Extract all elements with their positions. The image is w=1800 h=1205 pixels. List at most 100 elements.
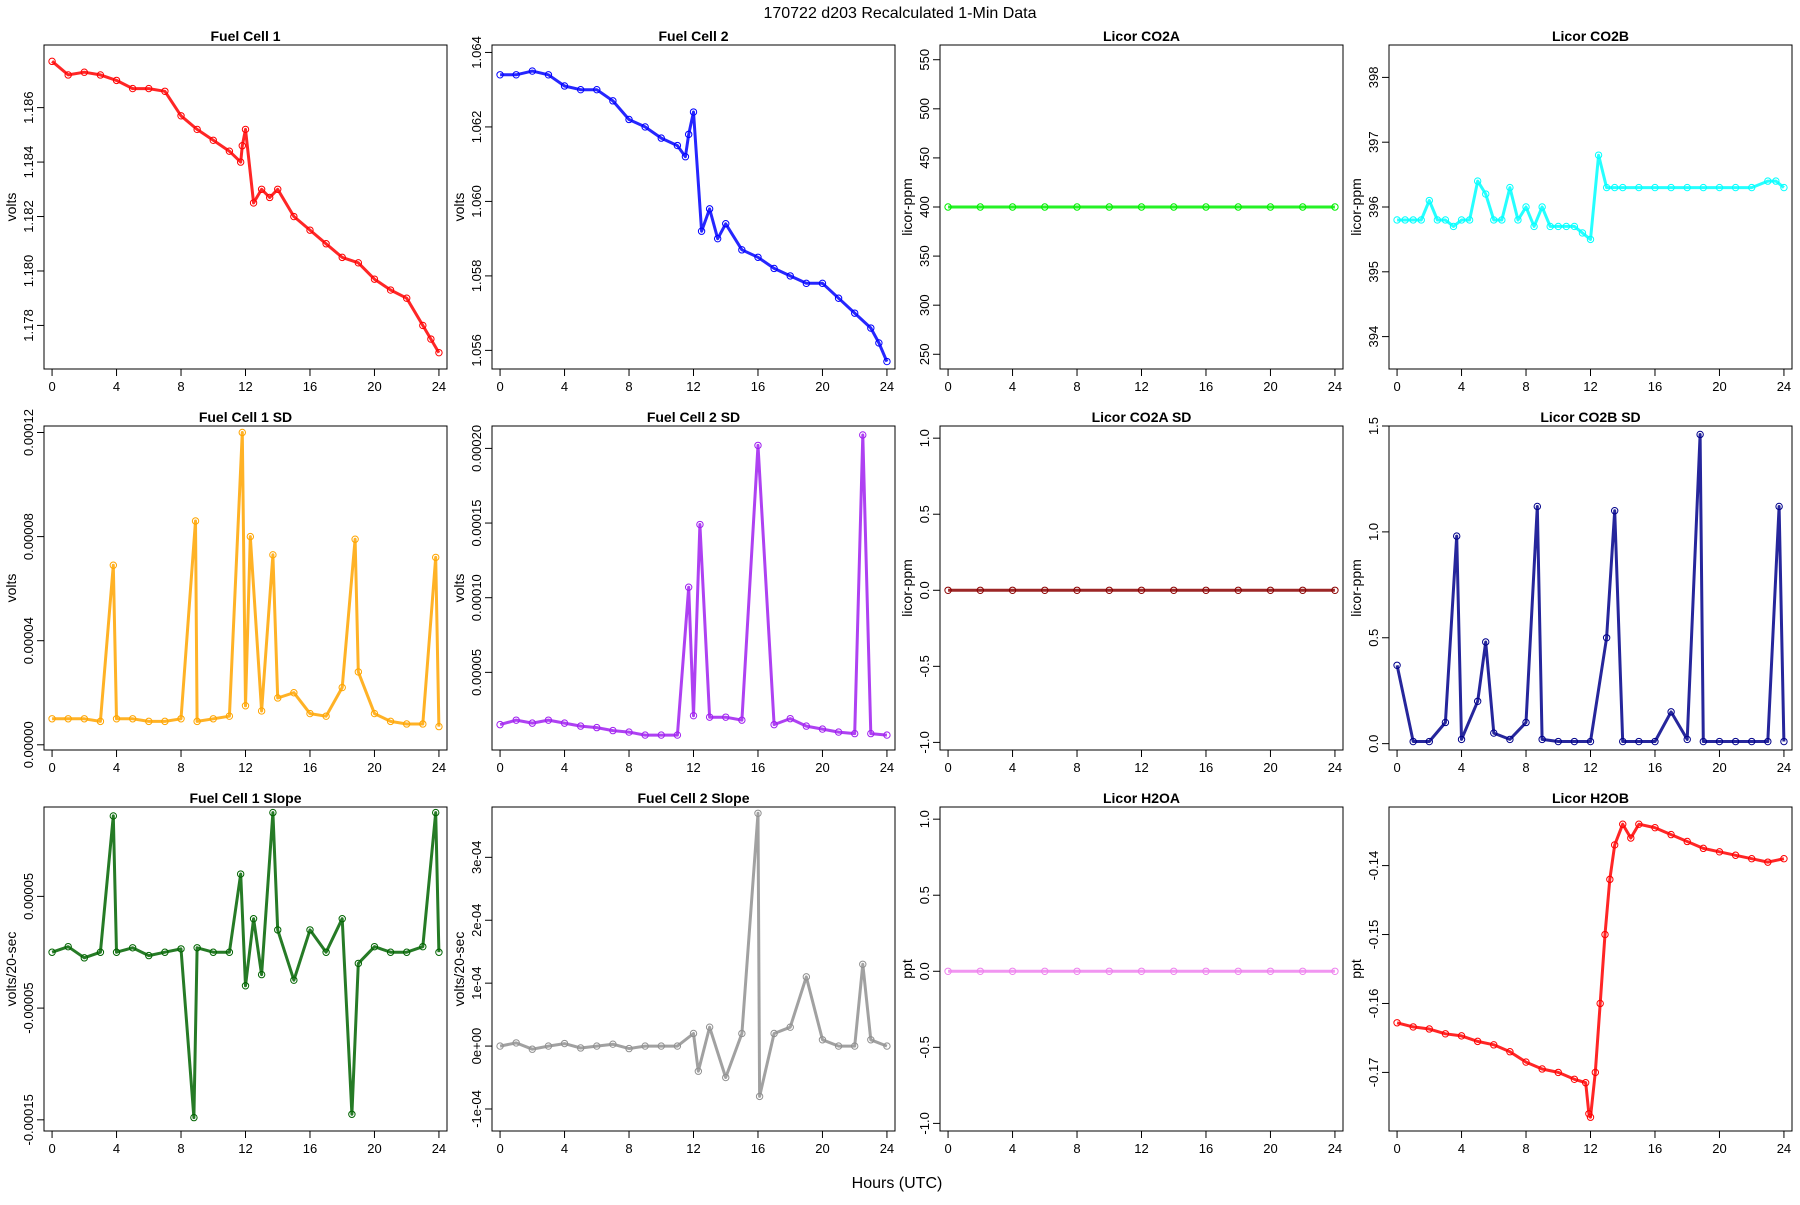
y-axis-label: ppt	[1348, 959, 1364, 979]
x-axis-label: Hours (UTC)	[852, 1175, 943, 1192]
x-tick-label: 24	[880, 760, 894, 775]
y-tick-label: -1.0	[917, 731, 932, 753]
series-line	[499, 433, 888, 737]
data-point	[875, 339, 883, 347]
y-axis-label: licor-ppm	[1348, 178, 1364, 236]
data-point	[1619, 183, 1627, 192]
data-point	[1449, 222, 1458, 231]
x-tick-label: 8	[1073, 379, 1080, 394]
y-tick-label: 0.00005	[21, 873, 36, 920]
panel-licor-h2oa: Licor H2OA 0 4 8 12 16 20 24 -1.0 -0.5 0.0 0.5 1.0 pp…	[899, 790, 1344, 1156]
data-point	[1585, 1110, 1593, 1118]
data-point	[265, 193, 274, 202]
data-point	[225, 147, 234, 155]
x-tick-label: 4	[1009, 760, 1016, 775]
x-tick-label: 0	[496, 379, 503, 394]
data-point	[1417, 216, 1425, 224]
data-point	[338, 253, 346, 262]
data-point	[1554, 1068, 1562, 1077]
x-tick-label: 20	[815, 760, 829, 775]
data-point	[673, 1042, 682, 1050]
data-point	[1772, 177, 1780, 185]
data-point	[1635, 183, 1643, 192]
data-point	[209, 715, 217, 723]
data-point	[306, 226, 314, 234]
x-tick-label: 0	[496, 760, 503, 775]
y-tick-label: -0.5	[917, 1036, 932, 1058]
data-point	[1073, 203, 1081, 211]
data-point	[641, 1042, 649, 1050]
x-tick-label: 24	[880, 379, 894, 394]
data-point	[802, 279, 811, 288]
data-point	[1266, 967, 1275, 975]
panel-title: Licor H2OA	[1103, 790, 1180, 806]
data-point	[193, 717, 201, 726]
data-point	[1780, 737, 1788, 746]
data-point	[257, 970, 266, 979]
data-point	[1651, 737, 1659, 746]
x-tick-label: 16	[751, 760, 765, 775]
panel-title: Fuel Cell 2 SD	[647, 409, 740, 425]
x-tick-label: 20	[815, 1141, 829, 1156]
data-point	[128, 715, 137, 723]
y-tick-label: 0.5	[917, 505, 932, 523]
data-point	[64, 715, 72, 723]
x-tick-label: 24	[1328, 760, 1342, 775]
x-tick-label: 8	[1522, 760, 1529, 775]
y-tick-label: 1.180	[21, 255, 36, 288]
y-axis-label: volts	[3, 574, 19, 603]
x-tick-label: 12	[1583, 760, 1597, 775]
data-point	[1522, 718, 1530, 727]
data-point	[1105, 967, 1113, 975]
x-tick-label: 12	[686, 760, 700, 775]
data-point	[161, 948, 169, 956]
data-point	[976, 586, 984, 594]
data-point	[257, 707, 266, 715]
data-point	[1715, 848, 1724, 856]
data-point	[322, 948, 330, 956]
y-tick-label: 1e-04	[469, 967, 484, 1000]
data-point	[1393, 661, 1401, 669]
data-point	[249, 915, 258, 923]
data-point	[576, 1044, 585, 1052]
x-tick-label: 8	[177, 1141, 184, 1156]
data-point	[351, 535, 359, 543]
data-point	[1538, 203, 1546, 211]
data-point	[1482, 190, 1490, 198]
data-point	[1465, 216, 1474, 224]
data-point	[1764, 858, 1772, 866]
y-axis-label: licor-ppm	[899, 178, 915, 236]
data-point	[128, 84, 137, 93]
data-point	[1425, 196, 1434, 205]
data-point	[770, 264, 778, 273]
panel-title: Licor CO2A	[1103, 28, 1180, 44]
data-point	[1591, 1068, 1600, 1077]
data-point	[1299, 586, 1307, 594]
y-tick-label: 2e-04	[469, 904, 484, 937]
data-point	[496, 1042, 504, 1050]
data-point	[944, 586, 952, 594]
x-tick-label: 24	[1777, 379, 1791, 394]
x-tick-label: 4	[113, 1141, 120, 1156]
y-tick-label: -0.5	[917, 655, 932, 677]
data-point	[1715, 183, 1724, 192]
x-tick-label: 12	[238, 760, 252, 775]
data-point	[370, 709, 379, 718]
data-point	[209, 948, 217, 956]
data-point	[1667, 183, 1675, 192]
data-point	[818, 1036, 827, 1044]
data-point	[1299, 203, 1307, 211]
data-point	[944, 203, 952, 211]
data-point	[236, 870, 245, 878]
data-point	[1473, 177, 1482, 185]
y-tick-label: 550	[917, 49, 932, 71]
data-point	[851, 729, 859, 738]
data-point	[1473, 1037, 1482, 1046]
x-tick-label: 8	[625, 760, 632, 775]
data-point	[754, 441, 762, 450]
data-point	[249, 199, 258, 207]
x-tick-label: 0	[496, 1141, 503, 1156]
x-tick-label: 16	[1648, 760, 1662, 775]
data-point	[673, 731, 682, 739]
y-tick-label: 1.058	[469, 260, 484, 293]
